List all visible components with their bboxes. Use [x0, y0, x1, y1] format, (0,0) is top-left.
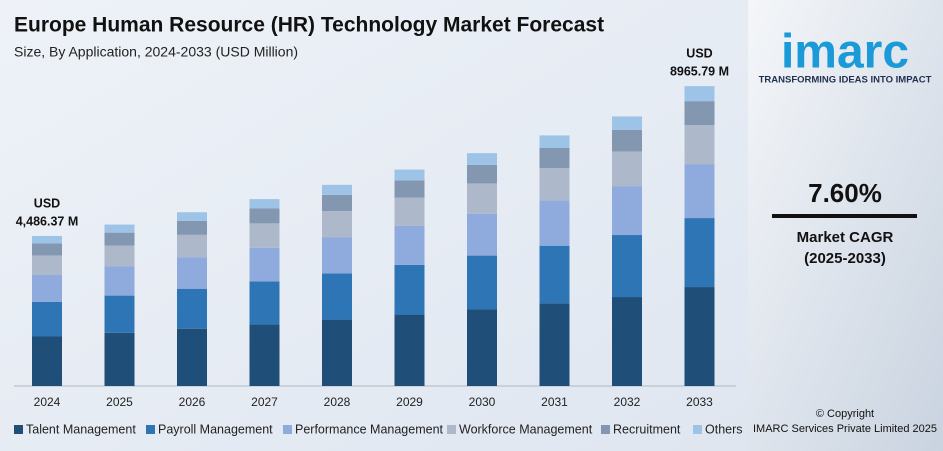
bar-segment	[249, 223, 280, 248]
bar-segment	[394, 264, 425, 315]
x-tick-label: 2029	[396, 395, 423, 409]
bar-segment	[249, 199, 280, 209]
bar-segment	[684, 164, 715, 219]
legend-label: Payroll Management	[158, 422, 273, 436]
bar-segment	[539, 303, 570, 386]
x-tick-label: 2033	[686, 395, 713, 409]
x-tick-label: 2028	[324, 395, 351, 409]
bar-segment	[394, 314, 425, 386]
company: IMARC Services Private Limited 2025	[753, 423, 937, 435]
legend-swatch	[283, 425, 292, 434]
bar-segment	[612, 186, 642, 236]
bar-segment	[104, 232, 135, 246]
bar-segment	[612, 116, 642, 130]
bar-segment	[32, 336, 62, 386]
bar-segment	[249, 208, 280, 224]
bar-segment	[177, 257, 207, 289]
x-tick-label: 2026	[179, 395, 206, 409]
chart-title: Europe Human Resource (HR) Technology Ma…	[14, 14, 604, 37]
bar-segment	[684, 218, 715, 288]
bar-segment	[322, 194, 352, 211]
copyright: © Copyright	[816, 408, 874, 420]
bar-segment	[177, 212, 207, 221]
bar-segment	[539, 147, 570, 169]
legend-swatch	[693, 425, 702, 434]
tagline: TRANSFORMING IDEAS INTO IMPACT	[759, 75, 932, 86]
bar-segment	[104, 332, 135, 386]
bar-segment	[104, 266, 135, 296]
legend-label: Workforce Management	[459, 422, 593, 436]
x-tick-label: 2024	[34, 395, 61, 409]
legend-swatch	[447, 425, 456, 434]
bar-segment	[684, 86, 715, 102]
bar-segment	[539, 135, 570, 148]
legend-swatch	[601, 425, 610, 434]
bar-segment	[32, 274, 62, 302]
legend-label: Recruitment	[613, 422, 681, 436]
bar-segment	[539, 245, 570, 304]
chart-subtitle: Size, By Application, 2024-2033 (USD Mil…	[14, 44, 298, 60]
x-tick-label: 2030	[469, 395, 496, 409]
bar-segment	[177, 234, 207, 258]
bar-segment	[467, 153, 497, 165]
bar-segment	[612, 129, 642, 152]
bar-segment	[612, 297, 642, 386]
bar-segment	[684, 125, 715, 165]
bar-segment	[104, 245, 135, 267]
bar-segment	[467, 164, 497, 184]
bar-segment	[394, 169, 425, 181]
bar-segment	[249, 281, 280, 325]
total-label: 8965.79 M	[670, 64, 729, 78]
bar-segment	[612, 235, 642, 298]
bar-segment	[32, 243, 62, 256]
legend-label: Performance Management	[295, 422, 444, 436]
bar-segment	[394, 197, 425, 226]
bar-segment	[394, 180, 425, 198]
bar-segment	[249, 247, 280, 282]
bar-segment	[104, 224, 135, 233]
bar-segment	[322, 184, 352, 195]
bar-segment	[32, 235, 62, 244]
bar-segment	[177, 288, 207, 329]
bar-segment	[394, 225, 425, 265]
bar-segment	[467, 213, 497, 256]
bar-segment	[684, 101, 715, 126]
bar-segment	[322, 273, 352, 320]
bar-segment	[249, 324, 280, 386]
bar-segment	[612, 151, 642, 187]
x-tick-label: 2025	[106, 395, 133, 409]
bar-segment	[32, 301, 62, 337]
bar-segment	[467, 255, 497, 310]
bar-segment	[467, 309, 497, 386]
bar-segment	[467, 183, 497, 214]
total-label: USD	[686, 46, 712, 60]
bar-segment	[32, 255, 62, 275]
bar-segment	[322, 210, 352, 238]
bar-segment	[539, 200, 570, 246]
x-tick-label: 2027	[251, 395, 278, 409]
x-tick-label: 2032	[614, 395, 641, 409]
x-tick-label: 2031	[541, 395, 568, 409]
cagr-value: 7.60%	[808, 178, 882, 208]
total-label: USD	[34, 196, 60, 210]
bar-segment	[322, 319, 352, 386]
legend-label: Talent Management	[26, 422, 136, 436]
legend-swatch	[146, 425, 155, 434]
divider	[772, 214, 917, 218]
logo: imarc	[781, 26, 909, 79]
bar-segment	[177, 328, 207, 386]
bar-segment	[104, 295, 135, 333]
sidebar-background	[748, 0, 943, 451]
cagr-label: Market CAGR	[797, 229, 894, 246]
bar-segment	[684, 287, 715, 386]
legend-swatch	[14, 425, 23, 434]
cagr-period: (2025-2033)	[804, 250, 886, 267]
bar-segment	[177, 220, 207, 235]
bar-segment	[322, 237, 352, 274]
total-label: 4,486.37 M	[16, 214, 79, 228]
bar-segment	[539, 168, 570, 201]
legend-label: Others	[705, 422, 743, 436]
